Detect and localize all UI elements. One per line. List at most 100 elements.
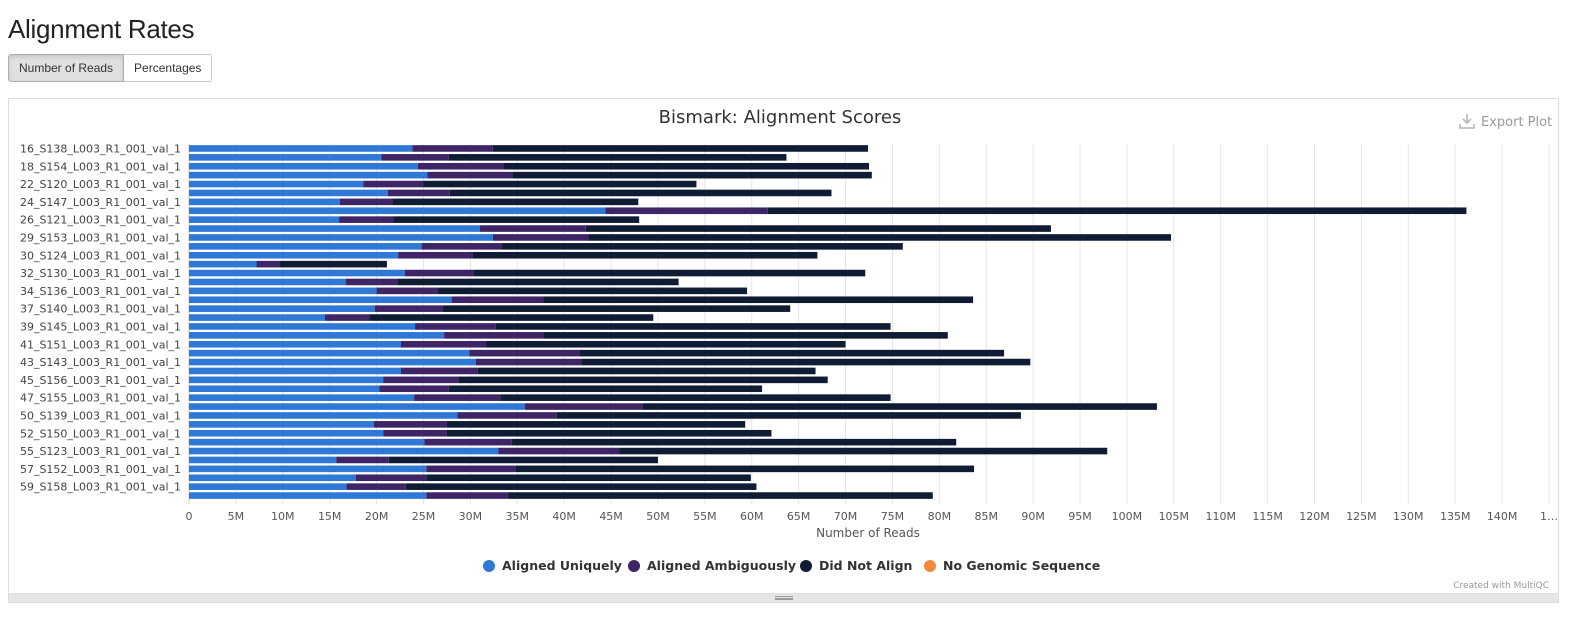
bar-segment[interactable] <box>189 260 257 268</box>
bar-segment[interactable] <box>767 207 1467 215</box>
bar-segment[interactable] <box>619 447 1108 455</box>
bar-segment[interactable] <box>388 456 658 464</box>
bar-segment[interactable] <box>189 154 382 161</box>
bar-segment[interactable] <box>426 492 508 499</box>
bar-segment[interactable] <box>189 323 416 330</box>
bar-segment[interactable] <box>325 314 370 321</box>
bar-segment[interactable] <box>189 314 325 321</box>
bar-segment[interactable] <box>556 412 1021 419</box>
bar-segment[interactable] <box>393 216 640 223</box>
bar-segment[interactable] <box>543 332 948 339</box>
bar-segment[interactable] <box>373 421 447 428</box>
bar-segment[interactable] <box>485 340 846 348</box>
bar-segment[interactable] <box>189 296 452 304</box>
bar-segment[interactable] <box>438 287 748 295</box>
bar-segment[interactable] <box>189 207 606 215</box>
bar-segment[interactable] <box>512 171 872 179</box>
bar-segment[interactable] <box>189 162 418 170</box>
bar-segment[interactable] <box>511 438 957 446</box>
bar-segment[interactable] <box>412 145 493 152</box>
bar-segment[interactable] <box>376 287 439 295</box>
bar-segment[interactable] <box>189 332 445 339</box>
bar-segment[interactable] <box>397 278 679 286</box>
bar-segment[interactable] <box>404 269 474 277</box>
bar-segment[interactable] <box>189 269 405 277</box>
bar-segment[interactable] <box>189 189 388 197</box>
bar-segment[interactable] <box>424 438 512 446</box>
bar-segment[interactable] <box>189 340 401 348</box>
bar-segment[interactable] <box>501 243 903 250</box>
bar-segment[interactable] <box>383 376 459 384</box>
bar-segment[interactable] <box>189 225 480 232</box>
bar-segment[interactable] <box>346 483 406 490</box>
bar-segment[interactable] <box>340 198 393 206</box>
bar-segment[interactable] <box>605 207 768 215</box>
bar-segment[interactable] <box>189 429 384 437</box>
bar-segment[interactable] <box>189 474 356 482</box>
bar-segment[interactable] <box>581 358 1031 366</box>
bar-segment[interactable] <box>189 412 458 419</box>
bar-segment[interactable] <box>189 376 384 384</box>
resize-handle[interactable] <box>8 594 1559 603</box>
bar-segment[interactable] <box>444 332 544 339</box>
bar-segment[interactable] <box>189 145 413 152</box>
bar-segment[interactable] <box>387 189 450 197</box>
bar-segment[interactable] <box>189 180 364 188</box>
bar-segment[interactable] <box>426 465 516 473</box>
bar-segment[interactable] <box>189 278 346 286</box>
bar-segment[interactable] <box>383 429 447 437</box>
bar-segment[interactable] <box>392 198 639 206</box>
bar-segment[interactable] <box>355 474 427 482</box>
bar-segment[interactable] <box>472 251 818 259</box>
bar-segment[interactable] <box>507 492 933 499</box>
export-plot-button[interactable]: Export Plot <box>1459 114 1552 130</box>
bar-segment[interactable] <box>448 154 787 161</box>
bar-segment[interactable] <box>421 243 502 250</box>
bar-segment[interactable] <box>189 358 477 366</box>
bar-segment[interactable] <box>374 305 443 312</box>
bar-segment[interactable] <box>457 412 557 419</box>
bar-segment[interactable] <box>449 189 832 197</box>
bar-segment[interactable] <box>256 260 280 268</box>
bar-segment[interactable] <box>448 385 763 393</box>
bar-segment[interactable] <box>189 198 341 206</box>
legend-item[interactable]: No Genomic Sequence <box>924 558 1100 573</box>
bar-segment[interactable] <box>189 483 347 490</box>
bar-segment[interactable] <box>189 349 470 357</box>
bar-segment[interactable] <box>414 394 501 401</box>
bar-segment[interactable] <box>446 421 746 428</box>
legend-item[interactable]: Aligned Uniquely <box>483 558 622 573</box>
bar-segment[interactable] <box>189 456 337 464</box>
bar-segment[interactable] <box>336 456 389 464</box>
bar-segment[interactable] <box>339 216 394 223</box>
bar-segment[interactable] <box>451 296 544 304</box>
bar-segment[interactable] <box>189 243 422 250</box>
bar-segment[interactable] <box>588 234 1172 241</box>
bar-segment[interactable] <box>189 447 499 455</box>
bar-segment[interactable] <box>479 225 586 232</box>
bar-segment[interactable] <box>543 296 974 304</box>
bar-segment[interactable] <box>426 474 751 482</box>
bar-segment[interactable] <box>442 305 791 312</box>
bar-segment[interactable] <box>476 358 582 366</box>
bar-segment[interactable] <box>279 260 387 268</box>
bar-segment[interactable] <box>189 394 415 401</box>
number-of-reads-button[interactable]: Number of Reads <box>8 54 125 82</box>
bar-segment[interactable] <box>469 349 580 357</box>
bar-segment[interactable] <box>498 447 620 455</box>
bar-segment[interactable] <box>585 225 1051 232</box>
bar-segment[interactable] <box>189 216 340 223</box>
bar-segment[interactable] <box>345 278 398 286</box>
bar-segment[interactable] <box>189 251 399 259</box>
bar-segment[interactable] <box>427 171 513 179</box>
bar-segment[interactable] <box>189 492 427 499</box>
bar-segment[interactable] <box>189 465 427 473</box>
bar-segment[interactable] <box>492 145 869 152</box>
bar-segment[interactable] <box>579 349 1005 357</box>
bar-segment[interactable] <box>189 367 401 375</box>
bar-segment[interactable] <box>503 162 869 170</box>
bar-segment[interactable] <box>189 287 377 295</box>
bar-segment[interactable] <box>189 438 425 446</box>
bar-segment[interactable] <box>458 376 828 384</box>
bar-segment[interactable] <box>515 465 975 473</box>
